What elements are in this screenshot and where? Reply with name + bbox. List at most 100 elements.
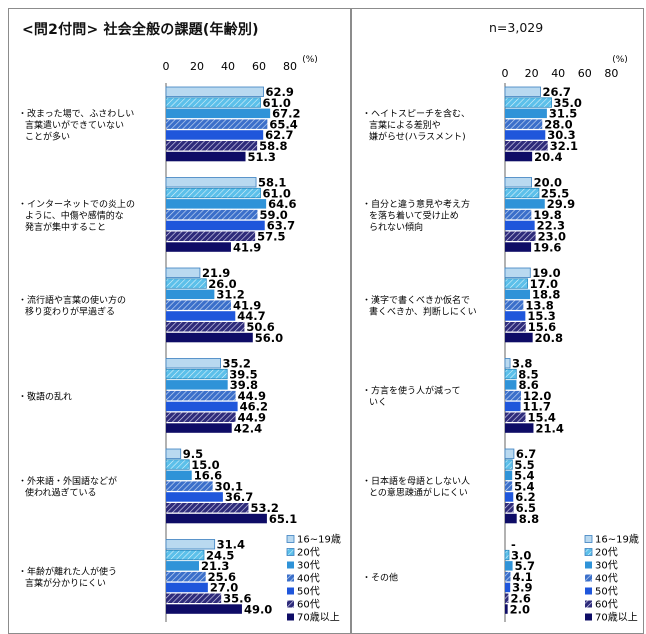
data-label: 25.5 xyxy=(541,186,569,200)
bar-50代 xyxy=(505,130,546,140)
data-label: - xyxy=(511,538,516,552)
category-label: 言葉による差別や xyxy=(369,119,441,131)
bar-20代 xyxy=(165,187,261,199)
category-label: との意思疎通がしにくい xyxy=(369,487,468,499)
bar-40代 xyxy=(505,571,511,582)
category-label: ことが多い xyxy=(25,130,70,142)
bar-16~19歳 xyxy=(165,539,216,550)
sample-size-label: n=3,029 xyxy=(489,20,544,35)
bar-70歳以上 xyxy=(505,242,532,252)
data-label: 44.9 xyxy=(238,411,266,425)
data-label: 15.0 xyxy=(191,458,219,472)
category-label: ・敬語の乱れ xyxy=(18,390,72,402)
legend-swatch xyxy=(585,587,592,595)
data-label: 65.4 xyxy=(269,117,297,131)
category-label: ・ヘイトスピーチを含む、 xyxy=(362,107,470,119)
legend-label: 60代 xyxy=(595,599,618,611)
data-label: 11.7 xyxy=(523,400,551,414)
legend-swatch xyxy=(584,535,593,543)
data-label: 5.4 xyxy=(514,469,534,483)
category-label: ・外来語・外国語などが xyxy=(18,475,117,487)
bar-70歳以上 xyxy=(505,332,533,343)
legend-swatch xyxy=(287,600,294,608)
x-tick-label: 0 xyxy=(163,60,170,73)
bar-20代 xyxy=(165,97,261,108)
bar-40代 xyxy=(505,300,524,310)
legend-label: 70歳以上 xyxy=(297,612,340,624)
data-label: 19.0 xyxy=(532,266,560,280)
data-label: 65.1 xyxy=(269,512,297,526)
bar-60代 xyxy=(166,503,249,513)
bar-50代 xyxy=(166,311,236,321)
category-label: ように、中傷や感情的な xyxy=(25,209,124,221)
data-label: 20.4 xyxy=(534,150,562,164)
bar-50代 xyxy=(166,492,223,502)
bar-50代 xyxy=(505,582,511,593)
data-label: 8.8 xyxy=(519,512,539,526)
data-label: 24.5 xyxy=(206,548,234,562)
bar-70歳以上 xyxy=(505,604,508,614)
bar-20代 xyxy=(504,549,510,561)
x-tick-label: 40 xyxy=(551,67,565,80)
category-label: 移り変わりが早過ぎる xyxy=(25,306,115,318)
bar-70歳以上 xyxy=(166,151,246,162)
legend-label: 40代 xyxy=(595,573,618,585)
legend-swatch xyxy=(287,574,294,582)
legend-swatch xyxy=(287,587,294,595)
bar-16~19歳 xyxy=(165,177,257,188)
bar-20代 xyxy=(504,97,552,108)
data-label: 20.8 xyxy=(535,331,563,345)
bar-30代 xyxy=(166,561,200,571)
bar-50代 xyxy=(505,401,521,412)
data-label: 6.5 xyxy=(516,501,536,515)
data-label: 44.9 xyxy=(238,389,266,403)
data-label: 21.9 xyxy=(202,266,230,280)
legend-swatch xyxy=(585,574,592,582)
data-label: 28.0 xyxy=(544,117,572,131)
data-label: 42.4 xyxy=(234,421,262,435)
data-label: 26.0 xyxy=(208,277,236,291)
data-label: 5.7 xyxy=(515,559,535,573)
category-label: 言葉が分かりにくい xyxy=(25,577,106,589)
legend-label: 50代 xyxy=(297,586,320,598)
bar-60代 xyxy=(166,322,245,332)
data-label: 61.0 xyxy=(263,186,291,200)
bar-16~19歳 xyxy=(165,267,201,278)
data-label: 21.4 xyxy=(535,421,563,435)
legend-swatch xyxy=(287,561,294,569)
bar-30代 xyxy=(166,108,271,119)
legend-label: 16~19歳 xyxy=(595,534,639,546)
category-label: られない傾向 xyxy=(369,221,423,233)
legend-label: 30代 xyxy=(297,560,320,572)
legend-label: 40代 xyxy=(297,573,320,585)
data-label: 19.6 xyxy=(533,240,561,254)
legend-swatch xyxy=(585,613,592,621)
data-label: 30.3 xyxy=(547,128,575,142)
data-label: 58.1 xyxy=(258,176,286,190)
bar-30代 xyxy=(505,199,545,209)
legend-label: 70歳以上 xyxy=(595,612,638,624)
x-unit-label: (%) xyxy=(302,55,318,65)
bar-40代 xyxy=(166,571,206,582)
bar-60代 xyxy=(505,412,526,422)
bar-20代 xyxy=(504,459,513,470)
bar-60代 xyxy=(505,503,514,513)
data-label: 21.3 xyxy=(201,559,229,573)
bar-70歳以上 xyxy=(505,513,517,524)
data-label: 3.8 xyxy=(512,357,532,371)
bar-60代 xyxy=(505,231,536,241)
bar-60代 xyxy=(505,141,548,151)
data-label: 15.4 xyxy=(527,411,555,425)
bar-50代 xyxy=(166,582,208,593)
category-label: ・改まった場で、ふさわしい xyxy=(18,107,134,119)
data-label: 3.9 xyxy=(512,581,532,595)
bar-20代 xyxy=(504,187,540,199)
data-label: 39.8 xyxy=(230,378,258,392)
data-label: 18.8 xyxy=(532,288,560,302)
bar-30代 xyxy=(166,199,267,209)
legend-label: 20代 xyxy=(297,547,320,559)
bar-50代 xyxy=(505,492,514,502)
data-label: 49.0 xyxy=(244,602,272,616)
category-label: ・日本語を母語としない人 xyxy=(362,475,470,487)
category-label: を落ち着いて受け止め xyxy=(369,209,459,221)
